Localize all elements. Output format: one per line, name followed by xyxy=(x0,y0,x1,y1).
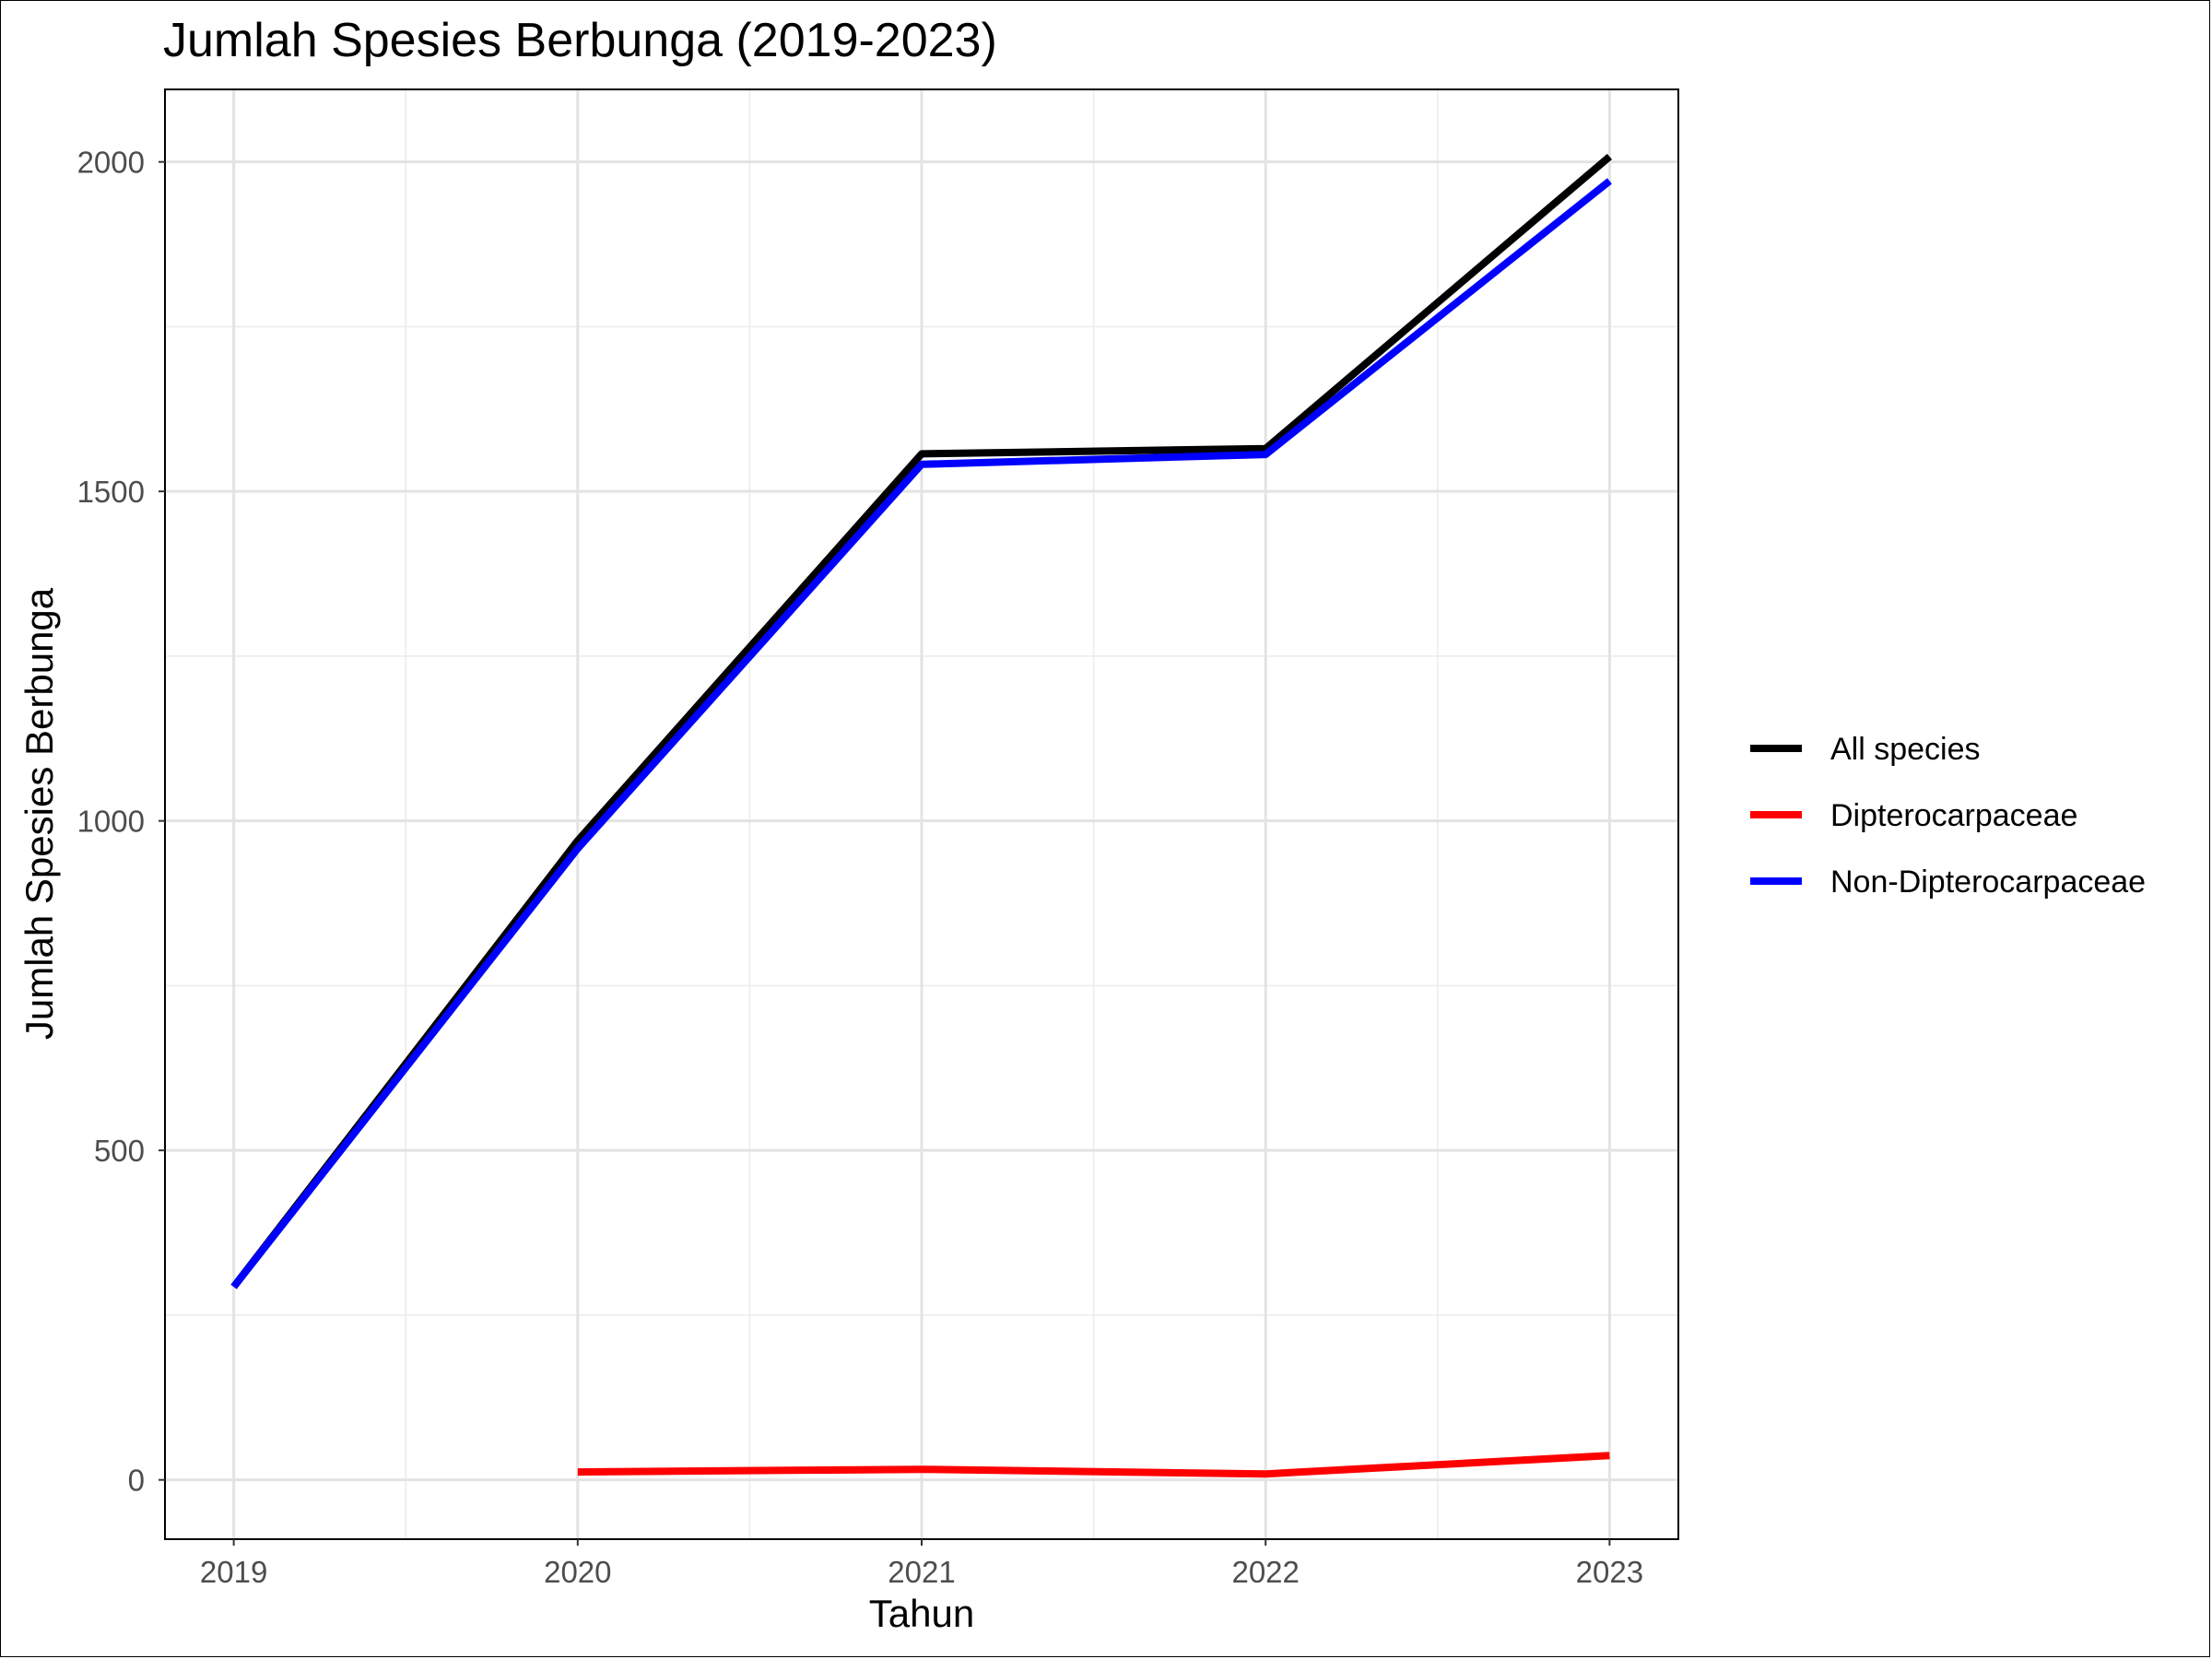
series-line-non-dipterocarpaceae xyxy=(230,178,1612,1289)
x-tick-label: 2020 xyxy=(544,1555,611,1589)
x-tick-label: 2021 xyxy=(888,1555,955,1589)
legend-label-all-species: All species xyxy=(1830,732,1981,767)
x-tick-label: 2022 xyxy=(1231,1555,1299,1589)
y-tick-label: 1500 xyxy=(77,475,145,509)
x-axis-title: Tahun xyxy=(869,1592,974,1635)
series-line-dipterocarpaceae xyxy=(577,1452,1610,1478)
legend: All species Dipterocarpaceae Non-Dipteroca… xyxy=(1750,732,2146,900)
series-lines xyxy=(230,153,1612,1478)
y-tick-label: 0 xyxy=(128,1464,145,1498)
y-axis-ticks: 0 500 1000 1500 2000 xyxy=(77,146,165,1498)
x-tick-label: 2019 xyxy=(200,1555,267,1589)
x-axis-ticks: 2019 2020 2021 2022 2023 xyxy=(200,1539,1643,1589)
x-tick-label: 2023 xyxy=(1576,1555,1643,1589)
chart-title: Jumlah Spesies Berbunga (2019-2023) xyxy=(163,14,997,67)
legend-label-non-dipterocarpaceae: Non-Dipterocarpaceae xyxy=(1830,865,2146,900)
y-tick-label: 2000 xyxy=(77,146,145,180)
y-tick-label: 1000 xyxy=(77,805,145,839)
y-tick-label: 500 xyxy=(94,1134,145,1168)
y-axis-title: Jumlah Spesies Berbunga xyxy=(18,587,61,1040)
grid-lines xyxy=(165,89,1678,1539)
legend-label-dipterocarpaceae: Dipterocarpaceae xyxy=(1830,798,2077,833)
